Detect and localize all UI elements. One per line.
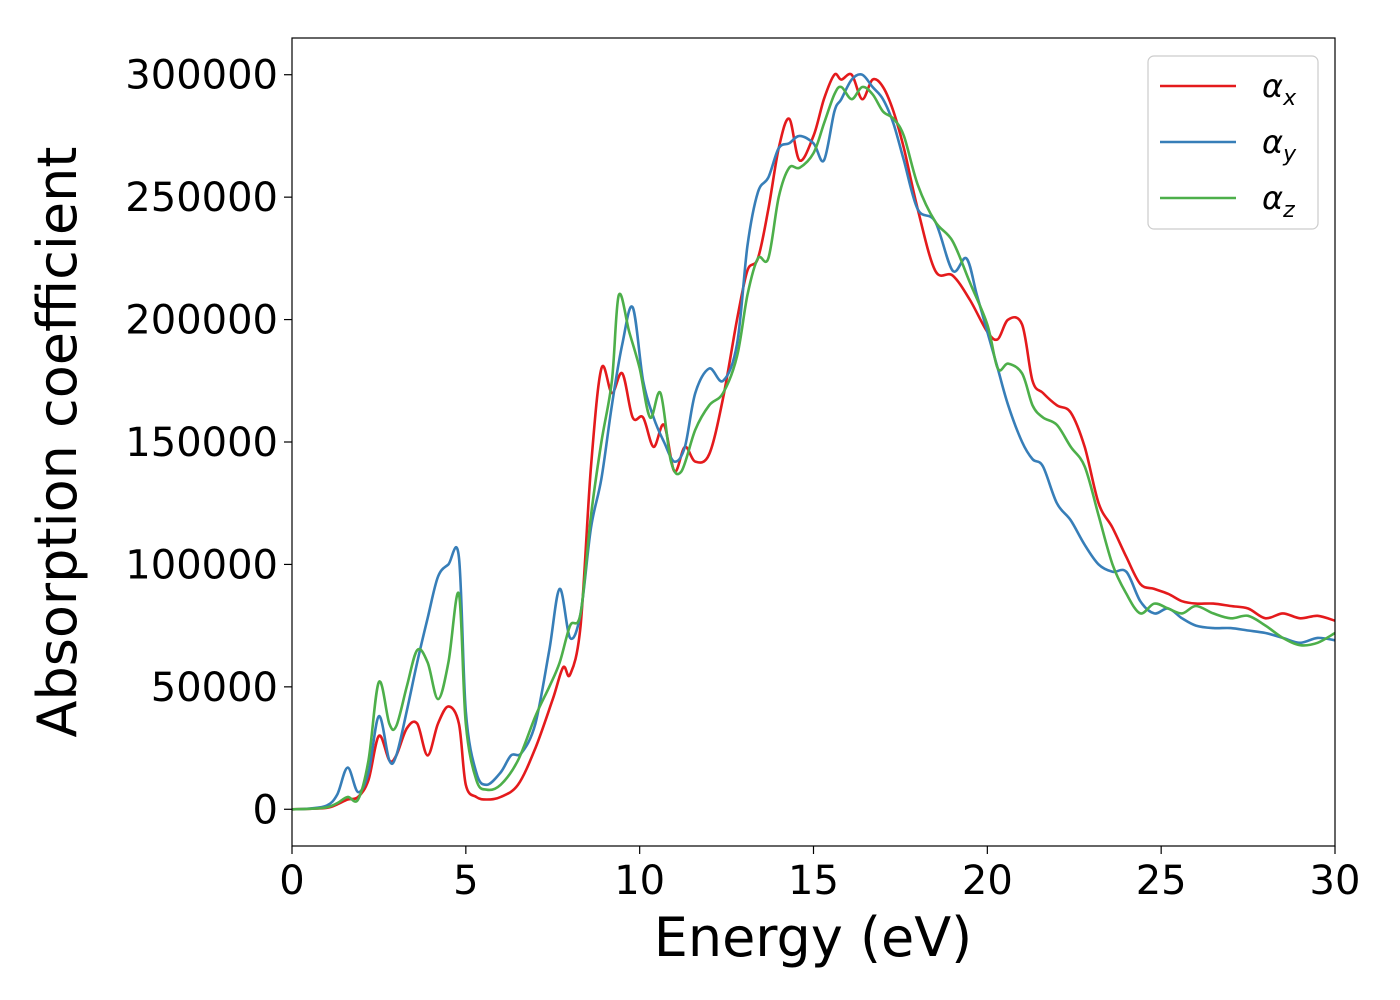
x-axis: 0 5 10 15 20 25 30 <box>279 846 1360 904</box>
series-line-z <box>292 85 1335 811</box>
y-tick-label: 200000 <box>125 298 278 344</box>
y-tick-label: 100000 <box>125 542 278 588</box>
series-line-x <box>292 72 1335 811</box>
x-tick-label: 25 <box>1136 858 1187 904</box>
x-axis-title: Energy (eV) <box>654 906 973 969</box>
x-tick-label: 5 <box>453 858 478 904</box>
y-tick-label: 0 <box>253 787 278 833</box>
x-tick-label: 20 <box>962 858 1013 904</box>
series-line-y <box>292 73 1335 811</box>
x-tick-label: 15 <box>788 858 839 904</box>
y-tick-label: 150000 <box>125 420 278 466</box>
y-axis-title: Absorption coefficient <box>26 147 89 738</box>
x-tick-label: 10 <box>614 858 665 904</box>
x-tick-label: 0 <box>279 858 304 904</box>
y-axis: 0 50000 100000 150000 200000 250000 300000 <box>125 53 292 833</box>
series-layer <box>292 72 1335 811</box>
x-tick-label: 30 <box>1310 858 1361 904</box>
y-tick-label: 50000 <box>151 665 278 711</box>
y-tick-label: 250000 <box>125 175 278 221</box>
y-tick-label: 300000 <box>125 53 278 99</box>
